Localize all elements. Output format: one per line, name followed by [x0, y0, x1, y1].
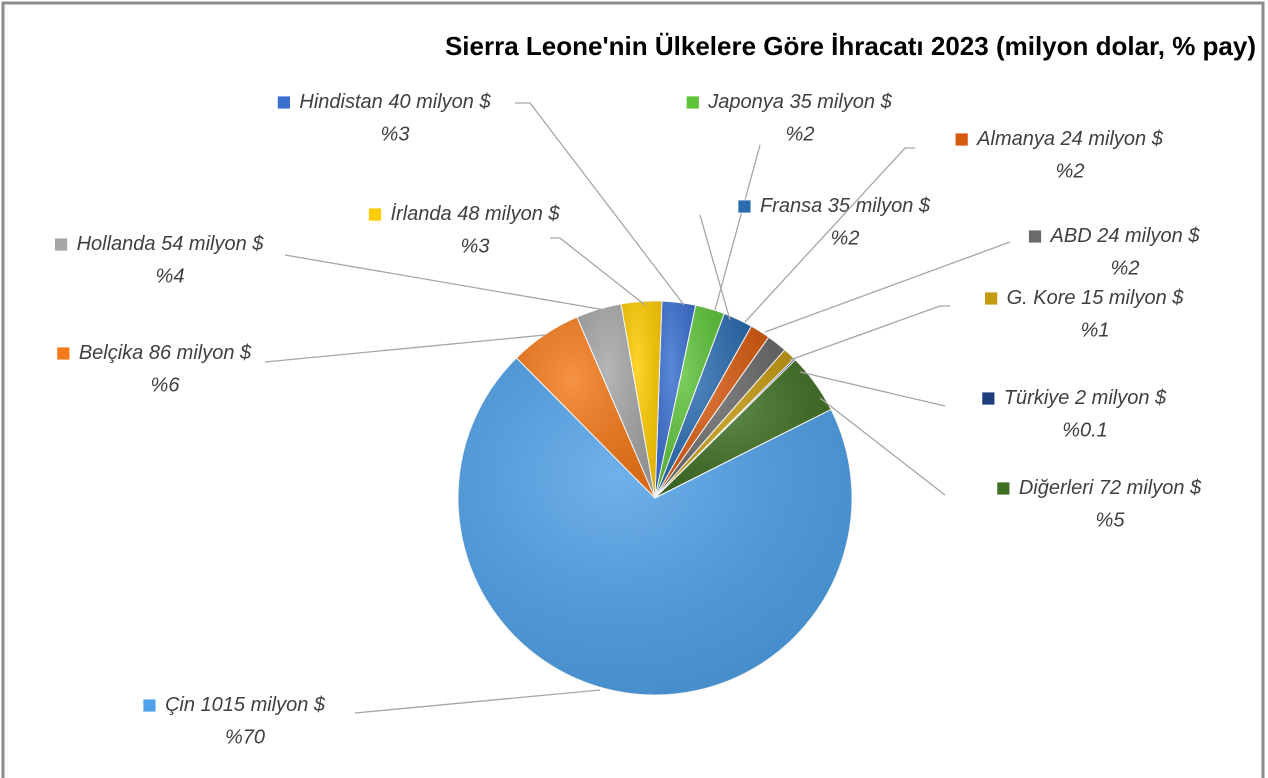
legend-key — [984, 291, 999, 306]
legend-key — [996, 481, 1011, 496]
legend-key — [142, 698, 157, 713]
category-name: Hollanda — [77, 233, 156, 255]
data-label: Hollanda 54 milyon $ — [77, 233, 265, 255]
legend-key — [737, 199, 752, 214]
value-label: 2 milyon $ — [1074, 387, 1167, 409]
percent-label: %3 — [381, 123, 410, 145]
data-label: Diğerleri 72 milyon $ — [1019, 477, 1202, 499]
legend-key — [276, 95, 291, 110]
category-name: Belçika — [79, 342, 143, 364]
leader-line — [354, 689, 601, 714]
legend-key — [954, 132, 969, 147]
data-label: Türkiye 2 milyon $ — [1004, 387, 1167, 409]
leader-line — [550, 237, 646, 306]
leader-line — [515, 102, 685, 306]
value-label: 15 milyon $ — [1081, 287, 1184, 309]
percent-label: %70 — [225, 726, 265, 748]
category-name: ABD — [1050, 225, 1092, 247]
leader-line — [264, 334, 546, 363]
legend-key — [368, 207, 382, 222]
leader-line — [284, 254, 606, 311]
value-label: 24 milyon $ — [1096, 225, 1200, 247]
data-label: Belçika 86 milyon $ — [79, 342, 252, 364]
percent-label: %5 — [1096, 509, 1126, 531]
category-name: Türkiye — [1004, 387, 1070, 409]
category-name: G. Kore — [1007, 287, 1076, 309]
value-label: 40 milyon $ — [388, 91, 491, 113]
value-label: 35 milyon $ — [789, 91, 892, 113]
legend-key — [1028, 229, 1042, 244]
category-name: Diğerleri — [1019, 477, 1094, 499]
category-name: Almanya — [976, 128, 1055, 150]
chart-title: Sierra Leone'nin Ülkelere Göre İhracatı … — [445, 31, 1256, 61]
value-label: 54 milyon $ — [161, 233, 264, 255]
category-name: Fransa — [760, 195, 822, 217]
percent-label: %2 — [786, 123, 815, 145]
category-name: Çin — [165, 694, 195, 716]
leader-line — [714, 144, 761, 311]
data-label: İrlanda 48 milyon $ — [391, 203, 561, 225]
legend-key — [56, 346, 71, 361]
data-label: Almanya 24 milyon $ — [976, 128, 1164, 150]
category-name: Hindistan — [299, 91, 382, 113]
percent-label: %0.1 — [1062, 419, 1108, 441]
data-label: G. Kore 15 milyon $ — [1007, 287, 1185, 309]
value-label: 1015 milyon $ — [201, 694, 326, 716]
percent-label: %2 — [1056, 160, 1085, 182]
data-label: ABD 24 milyon $ — [1050, 225, 1201, 247]
value-label: 86 milyon $ — [149, 342, 252, 364]
legend-key — [981, 391, 996, 406]
percent-label: %2 — [831, 227, 860, 249]
legend-key — [685, 95, 700, 110]
leader-line — [789, 305, 950, 361]
percent-label: %3 — [461, 235, 490, 257]
data-label: Fransa 35 milyon $ — [760, 195, 931, 217]
value-label: 35 milyon $ — [828, 195, 931, 217]
leader-line — [819, 397, 946, 496]
percent-label: %2 — [1111, 257, 1140, 279]
percent-label: %4 — [156, 265, 185, 287]
percent-label: %1 — [1081, 319, 1110, 341]
leader-line — [764, 241, 1011, 333]
percent-label: %6 — [151, 374, 181, 396]
leader-line — [699, 214, 731, 321]
data-label: Çin 1015 milyon $ — [165, 694, 326, 716]
data-label: Hindistan 40 milyon $ — [299, 91, 491, 113]
legend-key — [54, 237, 69, 252]
value-label: 24 milyon $ — [1060, 128, 1164, 150]
value-label: 72 milyon $ — [1099, 477, 1202, 499]
category-name: İrlanda — [391, 203, 452, 225]
data-label: Japonya 35 milyon $ — [707, 91, 892, 113]
leader-line — [799, 371, 946, 407]
category-name: Japonya — [707, 91, 784, 113]
leader-line — [744, 147, 915, 323]
value-label: 48 milyon $ — [457, 203, 560, 225]
